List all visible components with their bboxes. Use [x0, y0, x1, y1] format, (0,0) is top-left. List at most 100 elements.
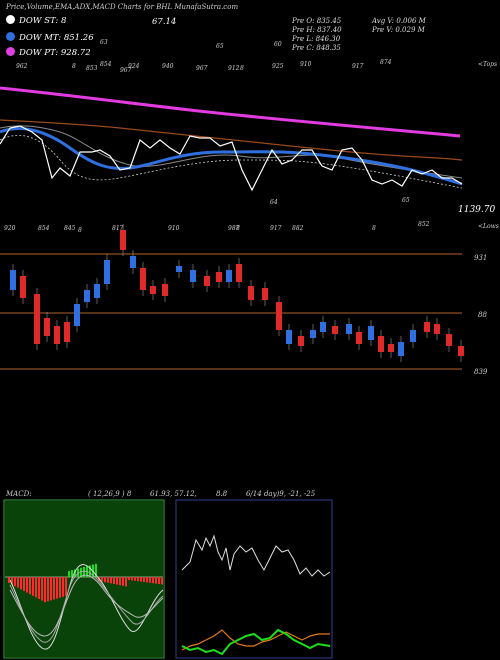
macd-extra: 8.8 [216, 490, 228, 498]
tick-label: 967 [120, 67, 132, 74]
legend-swatch-blue [6, 32, 15, 41]
candle-down [162, 284, 168, 296]
tick-label: 8 [72, 63, 76, 70]
candle-down [262, 288, 268, 300]
macd-bar [131, 577, 133, 581]
macd-bar [95, 563, 97, 577]
macd-bar [71, 570, 73, 577]
legend-item-dow-st: DOW ST: 8 [6, 15, 66, 26]
macd-bar [50, 577, 52, 601]
macd-bar [53, 577, 55, 600]
macd-bar [116, 577, 118, 585]
tick-label: 910 [300, 61, 312, 68]
tick-label: 8 [372, 225, 376, 232]
candle-down [236, 264, 242, 282]
candle-down [356, 332, 362, 344]
macd-bar [137, 577, 139, 582]
info-pre-c: Pre C: 848.35 [292, 44, 341, 52]
ema-long-line [0, 119, 463, 161]
candle-up [346, 324, 352, 334]
candle-up [190, 270, 196, 282]
price-level-label: 88 [478, 311, 487, 319]
tick-label: 63 [100, 39, 108, 46]
macd-bar [80, 567, 82, 577]
tick-label: 962 [16, 63, 28, 70]
info-col-2: Avg V: 0.006 M Pre V: 0.029 M [372, 17, 426, 35]
macd-title: MACD: [6, 490, 32, 498]
candle-down [20, 276, 26, 298]
macd-bar [143, 577, 145, 582]
tick-label: 8 [240, 65, 244, 72]
candle-up [310, 330, 316, 338]
macd-bar [149, 577, 151, 583]
candle-up [10, 270, 16, 290]
macd-bar [83, 567, 85, 577]
chart-title: Price,Volume,EMA,ADX,MACD Charts for BHL… [6, 3, 239, 11]
price-level-label: 931 [474, 254, 487, 262]
macd-bar [59, 577, 61, 598]
macd-bar [122, 577, 124, 586]
candles [10, 224, 464, 362]
macd-bar [32, 577, 34, 596]
macd-bar [20, 577, 22, 590]
candle-down [434, 324, 440, 334]
macd-bar [62, 577, 64, 597]
candle-down [388, 344, 394, 352]
legend-swatch-white [6, 15, 15, 24]
macd-bar [128, 577, 130, 580]
tick-label: 917 [270, 225, 282, 232]
macd-bar [8, 577, 10, 583]
candle-up [84, 290, 90, 302]
candle-down [332, 326, 338, 334]
tick-label: 924 [128, 63, 140, 70]
info-col-1: Pre O: 835.45 Pre H: 837.40 Pre L: 846.3… [292, 17, 342, 53]
candle-down [458, 346, 464, 356]
macd-bar [47, 577, 49, 602]
ema-lines [0, 86, 463, 192]
legend-label: DOW ST: 8 [19, 16, 67, 26]
macd-bar [155, 577, 157, 584]
candle-down [248, 286, 254, 300]
tick-label: 912 [228, 65, 240, 72]
macd-bar [161, 577, 163, 585]
macd-bar [29, 577, 31, 595]
macd-bar [140, 577, 142, 582]
tick-label: 874 [380, 59, 392, 66]
info-avg-v: Avg V: 0.006 M [372, 17, 426, 25]
macd-line-1 [9, 564, 164, 650]
tick-label: 920 [4, 225, 16, 232]
macd-label: MACD: [6, 490, 32, 498]
tick-label: 917 [352, 63, 364, 70]
candle-down [120, 230, 126, 250]
macd-bar [26, 577, 28, 593]
macd-bar [152, 577, 154, 584]
macd-bar [104, 577, 106, 583]
adx-title: 6/14 day)9, -21, -25 [246, 490, 316, 498]
price-level-label: 839 [474, 368, 488, 376]
info-pre-v: Pre V: 0.029 M [372, 26, 425, 34]
macd-bar [56, 577, 58, 599]
macd-bar [107, 577, 109, 583]
candle-down [216, 272, 222, 282]
tick-label: 940 [162, 63, 174, 70]
macd-histogram [8, 563, 163, 603]
tick-label: 854 [38, 225, 50, 232]
tick-label: 8 [78, 227, 82, 234]
macd-bar [68, 571, 70, 577]
candle-down [276, 302, 282, 330]
macd-bar [119, 577, 121, 586]
macd-line-2 [9, 570, 164, 643]
macd-bar [134, 577, 136, 581]
tick-label: 852 [418, 221, 430, 228]
macd-bar [113, 577, 115, 584]
minus-di-line [181, 629, 330, 651]
candle-down [44, 318, 50, 336]
macd-bar [74, 569, 76, 577]
macd-bar [158, 577, 160, 584]
candle-up [176, 266, 182, 272]
tick-label: 853 [86, 65, 98, 72]
plus-di-line [181, 628, 331, 656]
tick-label: 854 [100, 61, 112, 68]
macd-bar [38, 577, 40, 599]
